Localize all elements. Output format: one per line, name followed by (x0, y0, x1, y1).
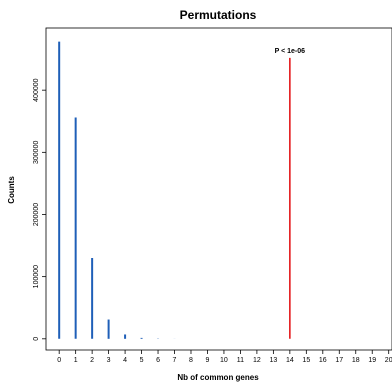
observed-marker: P < 1e-06 (275, 48, 306, 339)
x-tick-label: 10 (220, 357, 228, 364)
x-tick-label: 5 (140, 357, 144, 364)
x-axis-label: Nb of common genes (177, 373, 259, 382)
x-tick-label: 4 (123, 357, 127, 364)
x-tick-label: 11 (237, 357, 244, 364)
x-tick-label: 18 (352, 357, 360, 364)
x-tick-label: 14 (286, 357, 294, 364)
y-axis-label: Counts (7, 176, 16, 204)
x-tick-label: 2 (90, 357, 94, 364)
x-tick-label: 6 (156, 357, 160, 364)
plot-frame (45, 27, 392, 351)
y-axis: 0 100000 200000 300000 400000 (33, 78, 46, 341)
x-tick-label: 16 (319, 357, 327, 364)
x-tick-label: 15 (302, 357, 310, 364)
y-tick-label: 400000 (33, 78, 40, 101)
x-tick-label: 1 (74, 357, 78, 364)
x-tick-label: 0 (57, 357, 61, 364)
x-tick-label: 12 (253, 357, 261, 364)
x-tick-label: 13 (269, 357, 277, 364)
chart-title: Permutations (180, 8, 257, 22)
x-tick-label: 9 (206, 357, 210, 364)
y-tick-label: 0 (33, 337, 40, 341)
count-bars (58, 41, 176, 339)
x-tick-label: 3 (107, 357, 111, 364)
x-tick-label: 7 (173, 357, 177, 364)
x-tick-label: 19 (368, 357, 376, 364)
y-tick-label: 100000 (33, 265, 40, 288)
y-tick-label: 300000 (33, 141, 40, 164)
x-tick-label: 20 (385, 357, 392, 364)
x-tick-label: 8 (189, 357, 193, 364)
x-tick-label: 17 (335, 357, 343, 364)
p-value-label: P < 1e-06 (275, 48, 306, 55)
x-axis: 0 1 2 3 4 5 6 7 8 9 10 11 12 13 14 15 16 17 18 19 20 (57, 350, 392, 364)
y-tick-label: 200000 (33, 203, 40, 226)
